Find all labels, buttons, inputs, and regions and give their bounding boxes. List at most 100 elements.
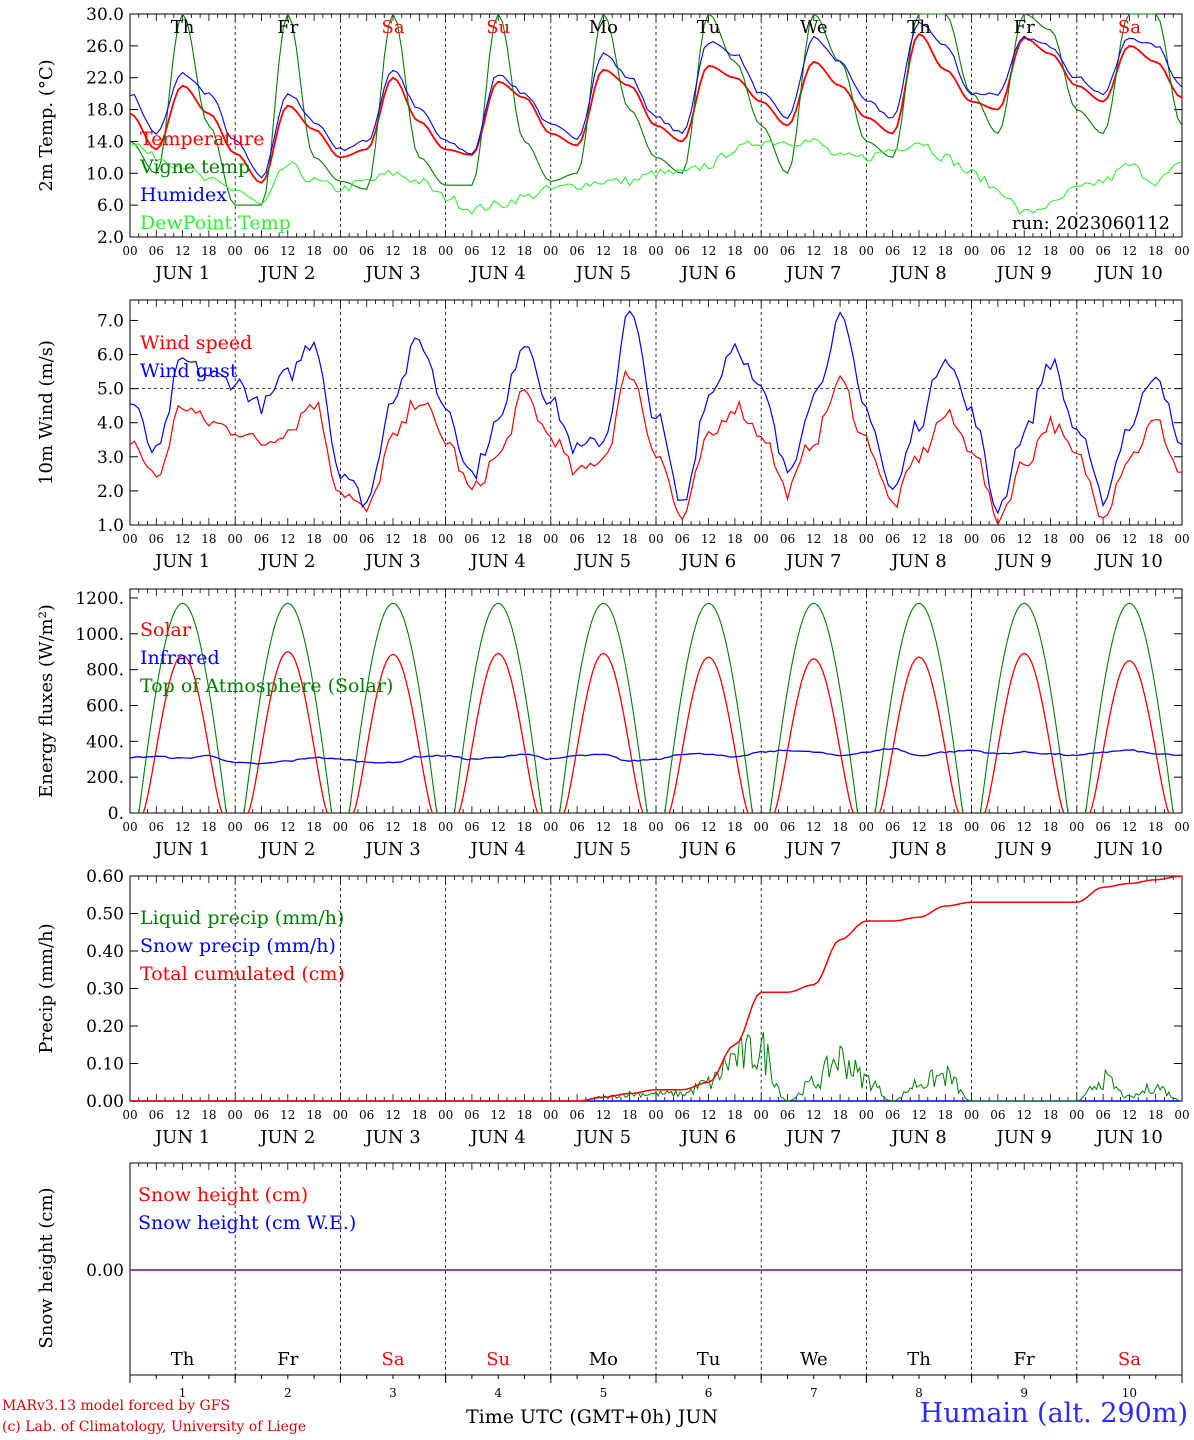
hour-tick-label: 18 bbox=[727, 532, 742, 546]
hour-tick-label: 18 bbox=[201, 820, 216, 834]
plot-frame bbox=[129, 588, 1183, 814]
y-axis-label: Snow height (cm) bbox=[36, 1187, 57, 1348]
hour-tick-label: 00 bbox=[1174, 820, 1189, 834]
day-name: Tu bbox=[697, 17, 721, 38]
date-label: JUN 4 bbox=[469, 839, 526, 860]
day-name: We bbox=[800, 1349, 828, 1370]
hour-tick-label: 18 bbox=[1043, 244, 1058, 258]
hour-tick-label: 12 bbox=[280, 1108, 295, 1122]
hour-tick-label: 00 bbox=[964, 1108, 979, 1122]
hour-tick-label: 06 bbox=[464, 244, 479, 258]
hour-tick-label: 00 bbox=[1069, 532, 1084, 546]
legend-top-of-atmosphere-solar-: Top of Atmosphere (Solar) bbox=[140, 675, 393, 697]
series-toa-solar bbox=[138, 602, 227, 814]
hour-tick-label: 00 bbox=[438, 532, 453, 546]
day-name: Sa bbox=[1118, 1349, 1141, 1370]
hour-tick-label: 00 bbox=[859, 1108, 874, 1122]
hour-tick-label: 18 bbox=[832, 532, 847, 546]
y-tick-label: 7.0 bbox=[97, 311, 124, 331]
hour-tick-label: 18 bbox=[1148, 532, 1163, 546]
y-axis-label: Energy fluxes (W/m²) bbox=[36, 604, 57, 798]
day-name: Th bbox=[171, 1349, 195, 1370]
series-total-cumulated bbox=[130, 875, 1183, 1102]
run-label: run: 2023060112 bbox=[1012, 213, 1170, 234]
series-toa-solar bbox=[453, 602, 543, 814]
legend-temperature: Temperature bbox=[140, 128, 264, 150]
hour-tick-label: 06 bbox=[780, 820, 795, 834]
hour-tick-label: 12 bbox=[1017, 820, 1032, 834]
y-tick-label: 1200. bbox=[75, 589, 124, 609]
hour-tick-label: 00 bbox=[333, 1108, 348, 1122]
hour-tick-label: 06 bbox=[359, 532, 374, 546]
hour-tick-label: 12 bbox=[175, 244, 190, 258]
day-number-label: 8 bbox=[915, 1386, 923, 1400]
hour-tick-label: 00 bbox=[964, 532, 979, 546]
hour-tick-label: 06 bbox=[149, 820, 164, 834]
legend-wind-gust: Wind gust bbox=[140, 360, 238, 382]
y-tick-label: 6.0 bbox=[97, 346, 124, 366]
y-tick-label: 600. bbox=[86, 696, 124, 716]
y-tick-label: 0.50 bbox=[86, 905, 124, 925]
date-label: JUN 5 bbox=[574, 839, 631, 860]
x-axis-title: Time UTC (GMT+0h) JUN bbox=[466, 1406, 718, 1428]
hour-tick-label: 06 bbox=[780, 1108, 795, 1122]
hour-tick-label: 00 bbox=[964, 244, 979, 258]
y-tick-label: 0.30 bbox=[86, 980, 124, 1000]
legend-vigne-temp: Vigne temp bbox=[139, 156, 250, 178]
day-name: Tu bbox=[697, 1349, 721, 1370]
series-toa-solar bbox=[243, 602, 333, 814]
day-number-label: 5 bbox=[600, 1386, 608, 1400]
series-wind-speed bbox=[129, 369, 1183, 527]
hour-tick-label: 00 bbox=[754, 532, 769, 546]
hour-tick-label: 18 bbox=[1148, 244, 1163, 258]
hour-tick-label: 18 bbox=[1043, 820, 1058, 834]
date-label: JUN 6 bbox=[679, 551, 736, 572]
date-label: JUN 7 bbox=[784, 839, 841, 860]
hour-tick-label: 18 bbox=[201, 244, 216, 258]
hour-tick-label: 00 bbox=[754, 244, 769, 258]
legend-snow-precip-mm-h-: Snow precip (mm/h) bbox=[140, 935, 336, 957]
hour-tick-label: 12 bbox=[1017, 532, 1032, 546]
date-label: JUN 10 bbox=[1094, 839, 1163, 860]
hour-tick-label: 06 bbox=[149, 1108, 164, 1122]
hour-tick-label: 12 bbox=[806, 532, 821, 546]
day-name: Th bbox=[171, 17, 195, 38]
date-label: JUN 1 bbox=[153, 551, 210, 572]
hour-tick-label: 00 bbox=[859, 532, 874, 546]
legend-snow-height-cm-: Snow height (cm) bbox=[138, 1184, 308, 1206]
date-label: JUN 9 bbox=[995, 839, 1052, 860]
hour-tick-label: 00 bbox=[1174, 532, 1189, 546]
legend-total-cumulated-cm-: Total cumulated (cm) bbox=[140, 963, 345, 985]
hour-tick-label: 12 bbox=[175, 820, 190, 834]
hour-tick-label: 06 bbox=[569, 1108, 584, 1122]
date-label: JUN 1 bbox=[153, 1127, 210, 1148]
y-tick-label: 10.0 bbox=[86, 164, 124, 184]
y-tick-label: 6.0 bbox=[97, 196, 124, 216]
y-tick-label: 0.10 bbox=[86, 1055, 124, 1075]
hour-tick-label: 18 bbox=[727, 244, 742, 258]
hour-tick-label: 12 bbox=[806, 244, 821, 258]
hour-tick-label: 06 bbox=[675, 820, 690, 834]
series-solar bbox=[773, 658, 854, 814]
hour-tick-label: 12 bbox=[491, 1108, 506, 1122]
hour-tick-label: 18 bbox=[517, 532, 532, 546]
hour-tick-label: 06 bbox=[359, 820, 374, 834]
date-label: JUN 2 bbox=[258, 839, 315, 860]
hour-tick-label: 00 bbox=[438, 820, 453, 834]
hour-tick-label: 12 bbox=[1122, 532, 1137, 546]
hour-tick-label: 06 bbox=[569, 532, 584, 546]
hour-tick-label: 00 bbox=[754, 1108, 769, 1122]
hour-tick-label: 06 bbox=[254, 532, 269, 546]
hour-tick-label: 06 bbox=[675, 532, 690, 546]
hour-tick-label: 12 bbox=[280, 244, 295, 258]
hour-tick-label: 00 bbox=[1069, 244, 1084, 258]
legend-snow-height-cm-w-e-: Snow height (cm W.E.) bbox=[138, 1212, 356, 1234]
hour-tick-label: 12 bbox=[701, 532, 716, 546]
hour-tick-label: 18 bbox=[622, 244, 637, 258]
hour-tick-label: 18 bbox=[306, 244, 321, 258]
legend-dewpoint-temp: DewPoint Temp bbox=[140, 212, 291, 234]
hour-tick-label: 00 bbox=[122, 1108, 137, 1122]
date-label: JUN 9 bbox=[995, 1127, 1052, 1148]
hour-tick-label: 06 bbox=[1095, 244, 1110, 258]
y-tick-label: 0.00 bbox=[86, 1261, 124, 1281]
